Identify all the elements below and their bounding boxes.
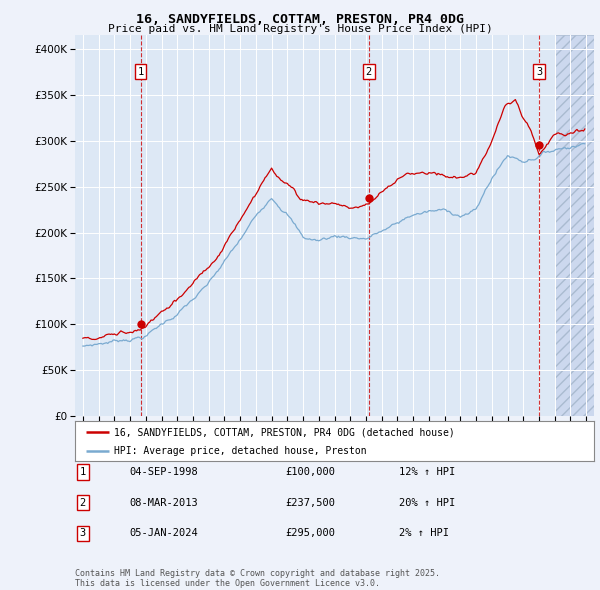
Text: £295,000: £295,000 (285, 529, 335, 538)
Text: 2% ↑ HPI: 2% ↑ HPI (399, 529, 449, 538)
Bar (554, 35, 594, 416)
Text: 1: 1 (137, 67, 144, 77)
Text: HPI: Average price, detached house, Preston: HPI: Average price, detached house, Pres… (114, 447, 367, 456)
Text: 16, SANDYFIELDS, COTTAM, PRESTON, PR4 0DG (detached house): 16, SANDYFIELDS, COTTAM, PRESTON, PR4 0D… (114, 427, 455, 437)
Text: 3: 3 (80, 529, 86, 538)
Text: 08-MAR-2013: 08-MAR-2013 (129, 498, 198, 507)
Text: 12% ↑ HPI: 12% ↑ HPI (399, 467, 455, 477)
Text: 16, SANDYFIELDS, COTTAM, PRESTON, PR4 0DG: 16, SANDYFIELDS, COTTAM, PRESTON, PR4 0D… (136, 13, 464, 26)
Text: Contains HM Land Registry data © Crown copyright and database right 2025.
This d: Contains HM Land Registry data © Crown c… (75, 569, 440, 588)
Text: 1: 1 (80, 467, 86, 477)
Text: 20% ↑ HPI: 20% ↑ HPI (399, 498, 455, 507)
Text: 3: 3 (536, 67, 542, 77)
Text: 04-SEP-1998: 04-SEP-1998 (129, 467, 198, 477)
Text: £100,000: £100,000 (285, 467, 335, 477)
Text: 2: 2 (365, 67, 372, 77)
Text: Price paid vs. HM Land Registry's House Price Index (HPI): Price paid vs. HM Land Registry's House … (107, 24, 493, 34)
Text: 2: 2 (80, 498, 86, 507)
Text: £237,500: £237,500 (285, 498, 335, 507)
Text: 05-JAN-2024: 05-JAN-2024 (129, 529, 198, 538)
